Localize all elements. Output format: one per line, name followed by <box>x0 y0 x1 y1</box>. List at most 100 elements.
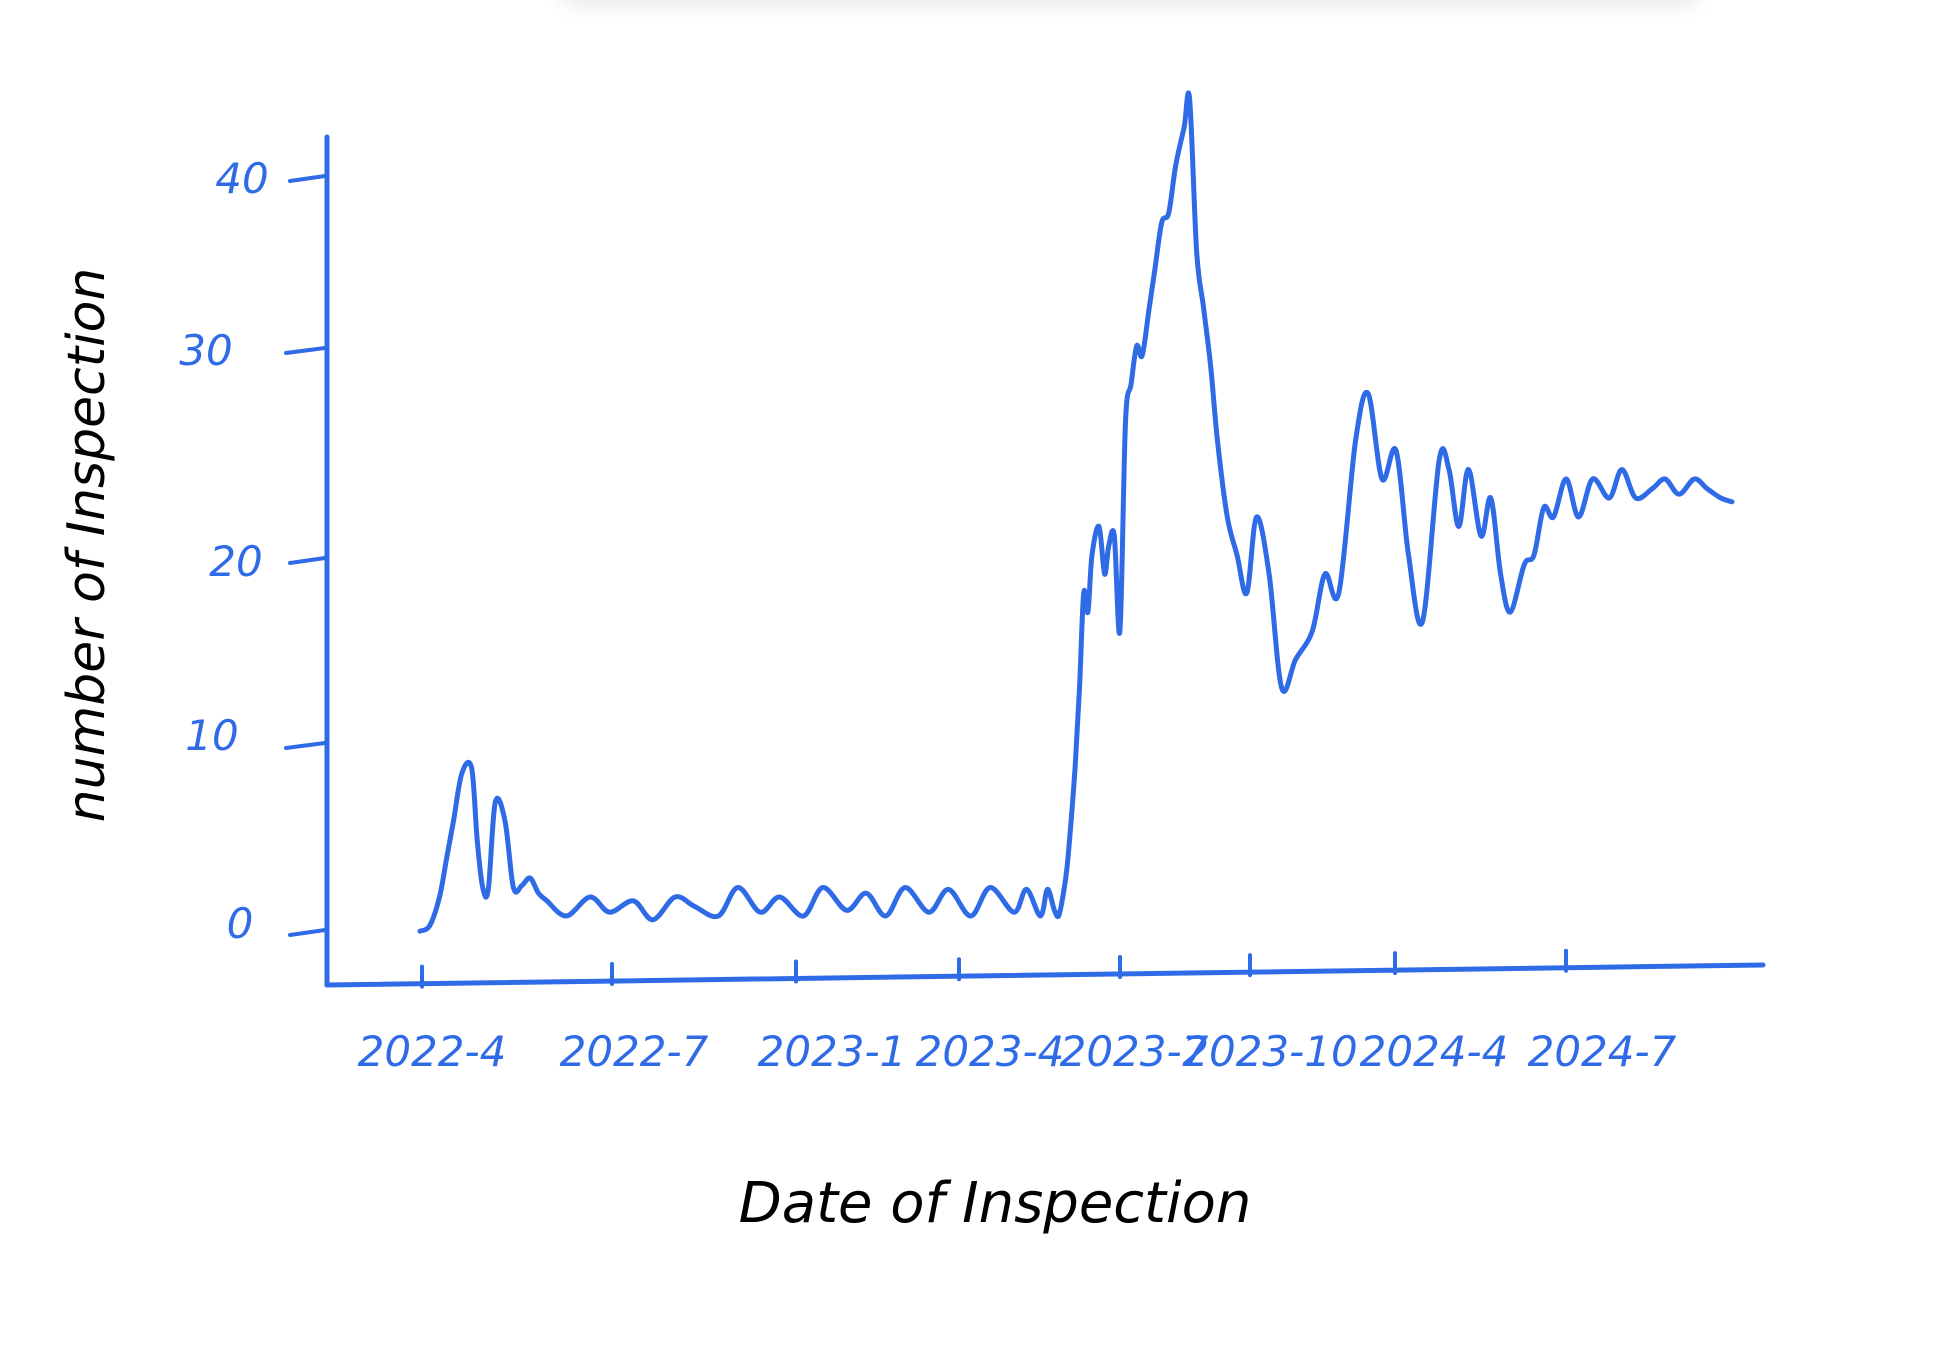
data-point <box>545 899 549 903</box>
data-point <box>1024 887 1029 892</box>
data-point <box>1235 553 1239 557</box>
data-point <box>693 904 697 909</box>
data-point <box>1245 591 1249 595</box>
data-point <box>801 914 806 918</box>
x-tick-label: 2024-7 <box>1528 1027 1677 1076</box>
data-point <box>1489 496 1493 500</box>
data-point <box>845 908 849 912</box>
data-point <box>418 929 422 933</box>
data-point <box>1323 572 1327 576</box>
data-point <box>1182 125 1186 130</box>
data-point <box>884 914 888 918</box>
x-tick-label: 2022-7 <box>560 1027 709 1076</box>
data-point <box>1551 515 1556 519</box>
data-point <box>470 766 474 770</box>
data-point <box>1118 629 1122 633</box>
data-point <box>1057 914 1061 918</box>
y-tick-mark <box>284 346 327 355</box>
data-point <box>903 885 907 890</box>
x-tick-label: 2023-1 <box>758 1027 907 1076</box>
data-point <box>564 914 569 918</box>
data-point <box>1038 914 1042 918</box>
data-point <box>1107 543 1111 548</box>
data-point <box>1267 572 1271 576</box>
y-tick-mark <box>288 174 327 183</box>
data-point <box>1052 908 1056 912</box>
data-point <box>1310 629 1314 633</box>
data-point <box>1012 910 1016 914</box>
data-point <box>1097 524 1101 529</box>
data-point <box>1677 492 1681 496</box>
x-tick-label: 2024-4 <box>1360 1027 1509 1076</box>
data-point <box>1577 515 1581 519</box>
data-point <box>1082 591 1086 595</box>
data-point <box>444 857 449 861</box>
x-tick-label: 2022-4 <box>358 1027 507 1076</box>
data-point <box>1719 496 1723 500</box>
data-point <box>1225 515 1229 519</box>
series-group <box>417 90 1735 934</box>
data-point <box>1255 515 1259 519</box>
data-point <box>437 895 442 899</box>
y-tick-label: 40 <box>215 154 268 203</box>
data-point <box>1280 686 1284 690</box>
y-tick-label: 20 <box>209 537 262 586</box>
y-tick-mark <box>288 556 327 565</box>
data-point <box>460 771 464 776</box>
data-point <box>1147 306 1151 310</box>
data-point <box>1069 819 1073 823</box>
data-point <box>1366 391 1370 396</box>
data-point <box>1705 486 1709 491</box>
data-point <box>503 819 507 823</box>
y-tick-label: 10 <box>185 711 238 760</box>
data-point <box>1129 382 1133 386</box>
data-point <box>481 885 485 890</box>
data-point <box>1174 163 1178 168</box>
x-axis-line <box>324 962 1766 988</box>
data-point <box>1420 619 1425 624</box>
x-tick-label: 2023-10 <box>1182 1027 1358 1076</box>
data-point <box>927 910 931 914</box>
data-point <box>428 923 432 928</box>
data-point <box>1188 97 1192 101</box>
data-point <box>486 887 490 892</box>
series-line-0 <box>417 90 1735 934</box>
data-point <box>1479 534 1483 538</box>
data-point <box>1077 686 1082 690</box>
data-point <box>1730 500 1734 504</box>
data-point <box>1153 268 1157 272</box>
data-point <box>673 895 677 899</box>
data-point <box>1160 220 1164 225</box>
data-point <box>1073 762 1077 766</box>
data-point <box>1650 486 1655 491</box>
y-tick-label: 0 <box>227 899 254 948</box>
data-point <box>1202 306 1206 310</box>
data-point <box>520 884 524 888</box>
data-point <box>1294 657 1298 662</box>
x-axis-label: Date of Inspection <box>739 1171 1252 1236</box>
data-point <box>1140 353 1144 358</box>
data-point <box>1195 249 1199 253</box>
data-point <box>493 800 497 804</box>
data-point <box>1634 496 1638 500</box>
data-point <box>475 838 479 842</box>
data-point <box>588 895 592 899</box>
data-point <box>1542 505 1546 510</box>
data-point <box>821 885 825 890</box>
data-point <box>1045 887 1049 892</box>
data-point <box>651 918 655 922</box>
data-point <box>736 885 740 890</box>
data-point <box>1466 467 1471 472</box>
data-point <box>1208 363 1213 367</box>
data-point <box>1532 553 1536 557</box>
x-tick-label: 2023-4 <box>916 1027 1065 1076</box>
data-point <box>631 899 635 903</box>
data-point <box>716 914 721 918</box>
data-point <box>1564 477 1568 481</box>
data-point <box>1591 477 1595 481</box>
data-point <box>1112 534 1116 538</box>
data-point <box>1061 895 1065 899</box>
data-point <box>1499 572 1503 576</box>
data-point <box>1508 610 1512 614</box>
